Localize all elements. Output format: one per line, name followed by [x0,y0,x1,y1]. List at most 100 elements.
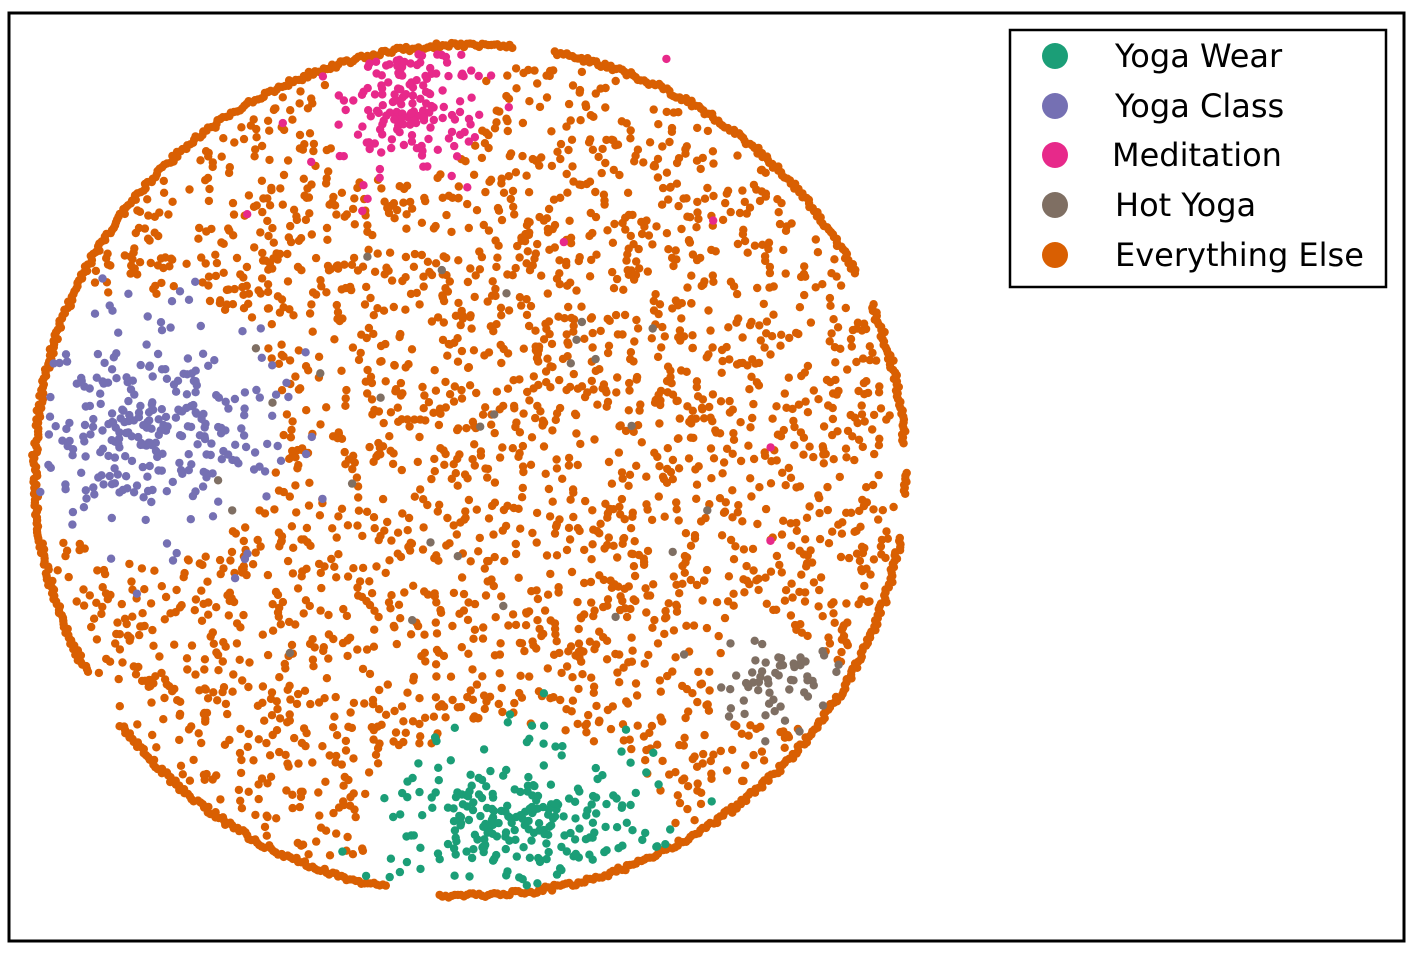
point-everything-else-425 [237,123,246,132]
point-yoga-wear-3242 [592,809,601,818]
point-everything-else-1340 [585,637,595,646]
point-hot-yoga-3986 [285,648,295,658]
point-everything-else-2004 [625,735,634,744]
point-meditation-3870 [397,100,406,109]
point-yoga-class-3620 [127,456,137,466]
point-everything-else-1108 [707,245,716,255]
point-everything-else-1850 [457,643,466,652]
point-everything-else-1970 [800,262,809,271]
point-everything-else-1312 [276,538,286,547]
point-everything-else-1851 [696,799,706,809]
point-everything-else-1841 [767,457,776,466]
point-yoga-wear-3446 [583,806,592,815]
point-everything-else-493 [664,599,673,608]
point-everything-else-1433 [416,415,425,424]
point-everything-else-1034 [339,604,348,614]
point-everything-else-841 [601,499,610,508]
point-everything-else-1909 [244,729,253,739]
point-everything-else-2098 [122,619,131,629]
point-meditation-3780 [447,171,456,181]
point-everything-else-991 [761,256,770,266]
point-yoga-class-3598 [77,376,86,386]
point-everything-else-836 [399,717,408,726]
point-everything-else-1237 [228,300,238,309]
point-everything-else-1759 [564,145,573,155]
point-meditation-3844 [455,97,465,106]
point-everything-else-812 [749,750,758,760]
point-yoga-class-3570 [81,452,90,461]
point-everything-else-1163 [881,553,890,563]
point-everything-else-1609 [200,684,209,693]
point-everything-else-159 [644,231,654,240]
point-everything-else-2109 [332,731,342,740]
point-everything-else-1922 [144,211,153,220]
point-everything-else-1601 [784,373,793,382]
point-everything-else-1755 [746,474,755,483]
point-hot-yoga-3970 [408,616,417,625]
point-everything-else-2031 [225,588,235,597]
point-yoga-class-3505 [172,548,181,558]
point-everything-else-423 [750,241,760,250]
point-everything-else-2118 [225,735,234,745]
point-yoga-wear-3414 [386,854,396,863]
point-everything-else-913 [332,533,341,542]
point-everything-else-1068 [749,454,759,464]
point-everything-else-2370 [451,469,460,478]
point-everything-else-2173 [166,609,175,618]
point-everything-else-182 [552,551,562,560]
point-everything-else-1184 [732,360,742,369]
point-everything-else-454 [365,577,374,586]
point-everything-else-1161 [268,626,278,635]
point-everything-else-2397 [224,285,233,294]
point-everything-else-2144 [219,564,228,573]
point-everything-else-1406 [358,262,368,271]
point-everything-else-1440 [314,352,324,361]
point-everything-else-2208 [432,598,441,607]
point-everything-else-2104 [694,667,703,677]
point-everything-else-1285 [170,640,179,649]
point-meditation-3856 [457,50,466,59]
point-yoga-wear-3272 [524,772,533,782]
point-everything-else-1912 [866,570,875,579]
point-everything-else-2189 [757,187,766,196]
point-everything-else-909 [870,449,879,459]
point-everything-else-916 [494,241,503,250]
point-everything-else-1478 [683,804,692,814]
point-everything-else-2092 [295,144,305,153]
point-meditation-3849 [438,86,447,95]
point-everything-else-557 [512,84,521,93]
point-everything-else-146 [675,798,685,808]
point-everything-else-1132 [585,231,594,241]
point-everything-else-2052 [503,501,512,510]
point-everything-else-1527 [827,329,836,338]
point-everything-else-2256 [632,461,641,470]
point-everything-else-1918 [197,253,206,262]
point-everything-else-509 [267,688,277,697]
point-everything-else-2122 [542,324,551,334]
point-yoga-wear-3300 [612,794,621,803]
point-everything-else-2329 [809,578,819,587]
point-everything-else-1059 [780,389,789,398]
point-everything-else-894 [201,552,210,561]
point-everything-else-676 [669,261,678,271]
point-yoga-wear-3363 [575,787,584,796]
point-everything-else-1913 [529,372,538,381]
point-everything-else-2374 [238,282,247,292]
point-yoga-wear-3433 [511,835,520,844]
point-hot-yoga-3949 [765,688,774,697]
point-yoga-wear-3288 [534,819,544,828]
point-everything-else-263 [464,495,474,505]
point-everything-else-2028 [189,755,198,765]
point-everything-else-1539 [662,168,672,177]
point-meditation-3899 [444,134,454,143]
point-meditation-3860 [450,141,459,151]
point-everything-else-168 [450,382,459,391]
point-everything-else-1885 [493,253,502,262]
point-everything-else-1950 [566,239,576,248]
point-everything-else-2313 [852,324,862,333]
point-everything-else-286 [309,146,318,156]
point-everything-else-965 [568,673,577,682]
point-everything-else-920 [429,712,439,721]
point-everything-else-2082 [252,124,261,134]
point-everything-else-1987 [874,470,883,480]
